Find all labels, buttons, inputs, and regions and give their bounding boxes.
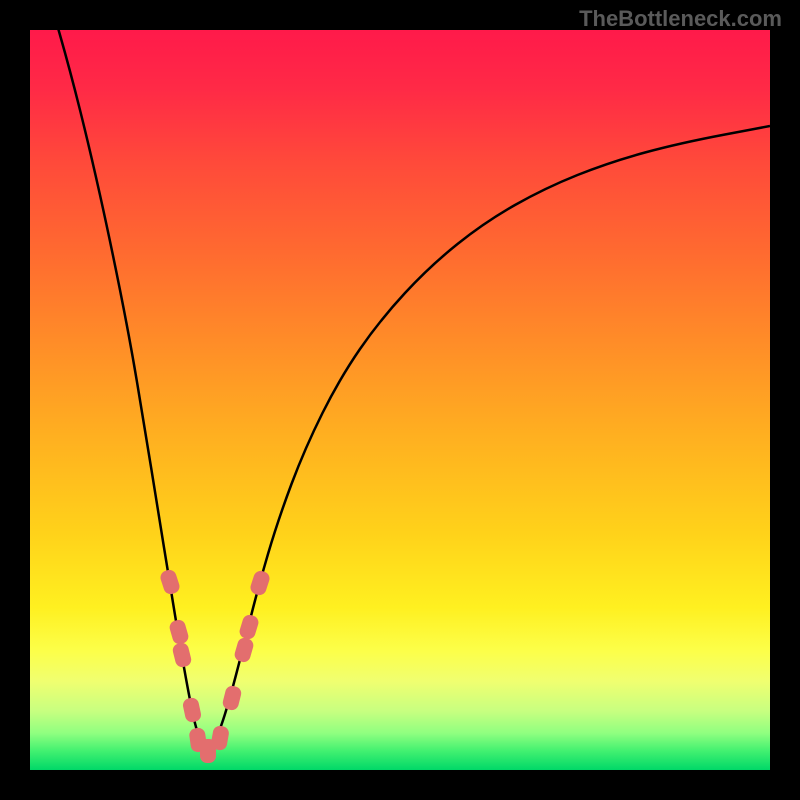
watermark-text: TheBottleneck.com (579, 6, 782, 32)
data-marker (182, 697, 203, 724)
bottleneck-curve (50, 30, 770, 751)
plot-area (30, 30, 770, 770)
data-marker (159, 568, 182, 596)
data-marker (238, 613, 260, 641)
chart-container: TheBottleneck.com (0, 0, 800, 800)
data-marker (233, 636, 255, 663)
data-marker (168, 618, 190, 645)
data-marker (221, 684, 242, 711)
data-marker (249, 569, 272, 597)
data-marker (171, 641, 192, 668)
curve-layer (30, 30, 770, 770)
data-marker (210, 725, 230, 751)
